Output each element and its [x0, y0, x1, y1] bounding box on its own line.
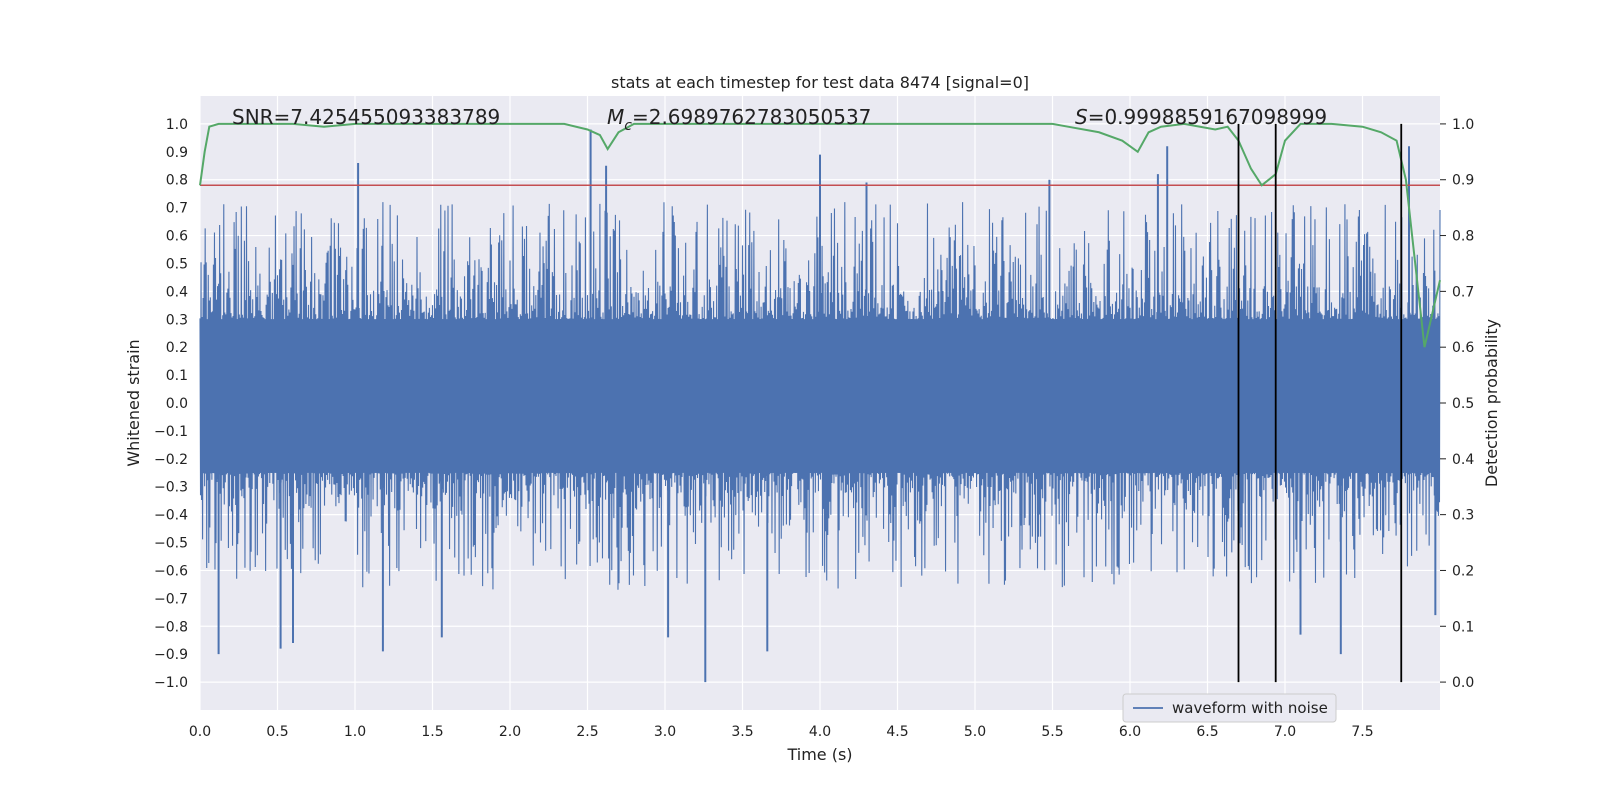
probability-series — [199, 122, 1441, 348]
y-tick-label: 0.8 — [166, 173, 188, 189]
waveform-series — [199, 129, 1441, 683]
legend: waveform with noise — [1122, 693, 1337, 723]
y2-tick-label: 0.6 — [1452, 340, 1474, 356]
y-tick-label: 0.5 — [166, 256, 188, 272]
x-tick-label: 4.5 — [886, 724, 908, 740]
y-tick-label: −0.5 — [154, 536, 188, 552]
s-annotation: S=0.9998859167098999 — [1075, 105, 1327, 129]
y2-tick-label: 0.3 — [1452, 508, 1474, 524]
x-tick-label: 5.5 — [1041, 724, 1063, 740]
legend-label: waveform with noise — [1172, 699, 1328, 717]
y2-tick-label: 0.4 — [1452, 452, 1474, 468]
y-tick-label: −0.4 — [154, 508, 188, 524]
x-tick-label: 7.0 — [1274, 724, 1296, 740]
chart-title: stats at each timestep for test data 847… — [611, 73, 1029, 92]
y2-tick-label: 0.0 — [1452, 675, 1474, 691]
annotations: SNR=7.425455093383789 Mc=2.69897627830505… — [232, 105, 1327, 134]
snr-annotation: SNR=7.425455093383789 — [232, 105, 500, 129]
y-tick-label: −0.7 — [154, 591, 188, 607]
y-tick-label: 0.9 — [166, 145, 188, 161]
y2-tick-label: 0.8 — [1452, 229, 1474, 245]
y-tick-label: −0.8 — [154, 619, 188, 635]
y2-tick-label: 0.5 — [1452, 396, 1474, 412]
y-tick-label: −0.9 — [154, 647, 188, 663]
probability-line — [199, 122, 1441, 348]
x-tick-label: 6.5 — [1196, 724, 1218, 740]
x-tick-label: 2.0 — [499, 724, 521, 740]
legend-box — [1122, 693, 1337, 723]
x-tick-label: 0.0 — [189, 724, 211, 740]
y-tick-label: −0.3 — [154, 480, 188, 496]
y-tick-label: 0.0 — [166, 396, 188, 412]
y-tick-label: 1.0 — [166, 117, 188, 133]
y-tick-label: 0.7 — [166, 201, 188, 217]
x-tick-label: 7.5 — [1351, 724, 1373, 740]
mc-annotation: Mc=2.6989762783050537 — [607, 105, 871, 134]
y-tick-label: 0.6 — [166, 229, 188, 245]
y2-axis-label: Detection probability — [1482, 319, 1501, 487]
y2-tick-label: 0.7 — [1452, 284, 1474, 300]
x-tick-label: 3.0 — [654, 724, 676, 740]
x-tick-label: 3.5 — [731, 724, 753, 740]
y2-tick-label: 1.0 — [1452, 117, 1474, 133]
y-tick-label: 0.4 — [166, 284, 188, 300]
x-tick-label: 4.0 — [809, 724, 831, 740]
y2-tick-label: 0.1 — [1452, 619, 1474, 635]
y-tick-label: 0.3 — [166, 312, 188, 328]
x-tick-label: 5.0 — [964, 724, 986, 740]
y-axis-label: Whitened strain — [124, 339, 143, 466]
x-tick-label: 6.0 — [1119, 724, 1141, 740]
y-tick-label: −0.2 — [154, 452, 188, 468]
x-tick-label: 0.5 — [266, 724, 288, 740]
axes: 0.0 0.5 1.0 1.5 2.0 2.5 3.0 3.5 4.0 4.5 5.0 5.5 6.0 6… — [154, 117, 1474, 740]
x-axis-label: Time (s) — [786, 745, 852, 764]
y2-tick-label: 0.2 — [1452, 563, 1474, 579]
y-tick-label: 0.2 — [166, 340, 188, 356]
y-tick-label: −0.6 — [154, 563, 188, 579]
y-tick-label: −0.1 — [154, 424, 188, 440]
y-tick-label: 0.1 — [166, 368, 188, 384]
y2-tick-label: 0.9 — [1452, 173, 1474, 189]
x-tick-label: 1.0 — [344, 724, 366, 740]
x-tick-label: 1.5 — [421, 724, 443, 740]
y-tick-label: −1.0 — [154, 675, 188, 691]
marker-lines — [1237, 123, 1403, 683]
x-tick-label: 2.5 — [576, 724, 598, 740]
